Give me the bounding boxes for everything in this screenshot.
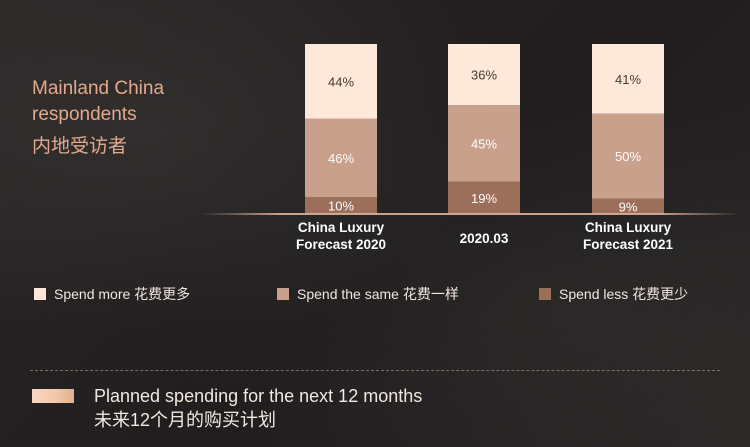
legend-swatch-icon — [34, 288, 46, 300]
bar-segment — [592, 198, 664, 214]
category-tick-label: Forecast 2020 — [296, 237, 386, 252]
footer-line-zh: 未来12个月的购买计划 — [94, 410, 277, 430]
bar-segment — [448, 44, 520, 106]
bar-data-label: 36% — [471, 68, 497, 83]
bar-data-label: 10% — [328, 199, 354, 214]
legend-label: Spend more 花费更多 — [54, 286, 191, 302]
bar-segment — [592, 44, 664, 114]
bar-segment — [592, 113, 664, 199]
legend-swatch-icon — [539, 288, 551, 300]
footer-line-en: Planned spending for the next 12 months — [94, 386, 423, 406]
footer-note: Planned spending for the next 12 months … — [32, 384, 422, 432]
bar-data-label: 46% — [328, 151, 354, 166]
legend-label: Spend less 花费更少 — [559, 286, 689, 302]
chart-legend: Spend more 花费更多 Spend the same 花费一样 Spend … — [0, 284, 750, 308]
category-tick-label: China Luxury — [585, 220, 672, 235]
bar-segment — [448, 181, 520, 214]
legend-item: Spend less 花费更少 — [539, 284, 688, 304]
bar-data-label: 50% — [615, 149, 641, 164]
bar-segment — [305, 197, 377, 214]
respondents-label: Mainland China respondents 内地受访者 — [32, 76, 242, 160]
legend-swatch-icon — [277, 288, 289, 300]
bar-segment — [305, 118, 377, 197]
bar-data-label: 45% — [471, 136, 497, 151]
bar-data-label: 9% — [619, 199, 638, 214]
category-tick-label: China Luxury — [298, 220, 385, 235]
bar-data-label: 41% — [615, 72, 641, 87]
respondents-label-zh: 内地受访者 — [32, 136, 128, 157]
bar-data-label: 44% — [328, 74, 354, 89]
category-tick-label: 2020.03 — [460, 231, 509, 246]
footer-swatch-icon — [32, 389, 74, 403]
legend-item: Spend more 花费更多 — [34, 284, 190, 304]
bar-segment — [305, 44, 377, 119]
legend-label: Spend the same 花费一样 — [297, 286, 459, 302]
bar-data-label: 19% — [471, 191, 497, 206]
legend-item: Spend the same 花费一样 — [277, 284, 459, 304]
respondents-label-en: Mainland China respondents — [32, 78, 165, 125]
bar-segment — [448, 105, 520, 182]
category-tick-label: Forecast 2021 — [583, 237, 674, 252]
divider-line — [30, 370, 720, 371]
chart-baseline — [200, 213, 740, 215]
